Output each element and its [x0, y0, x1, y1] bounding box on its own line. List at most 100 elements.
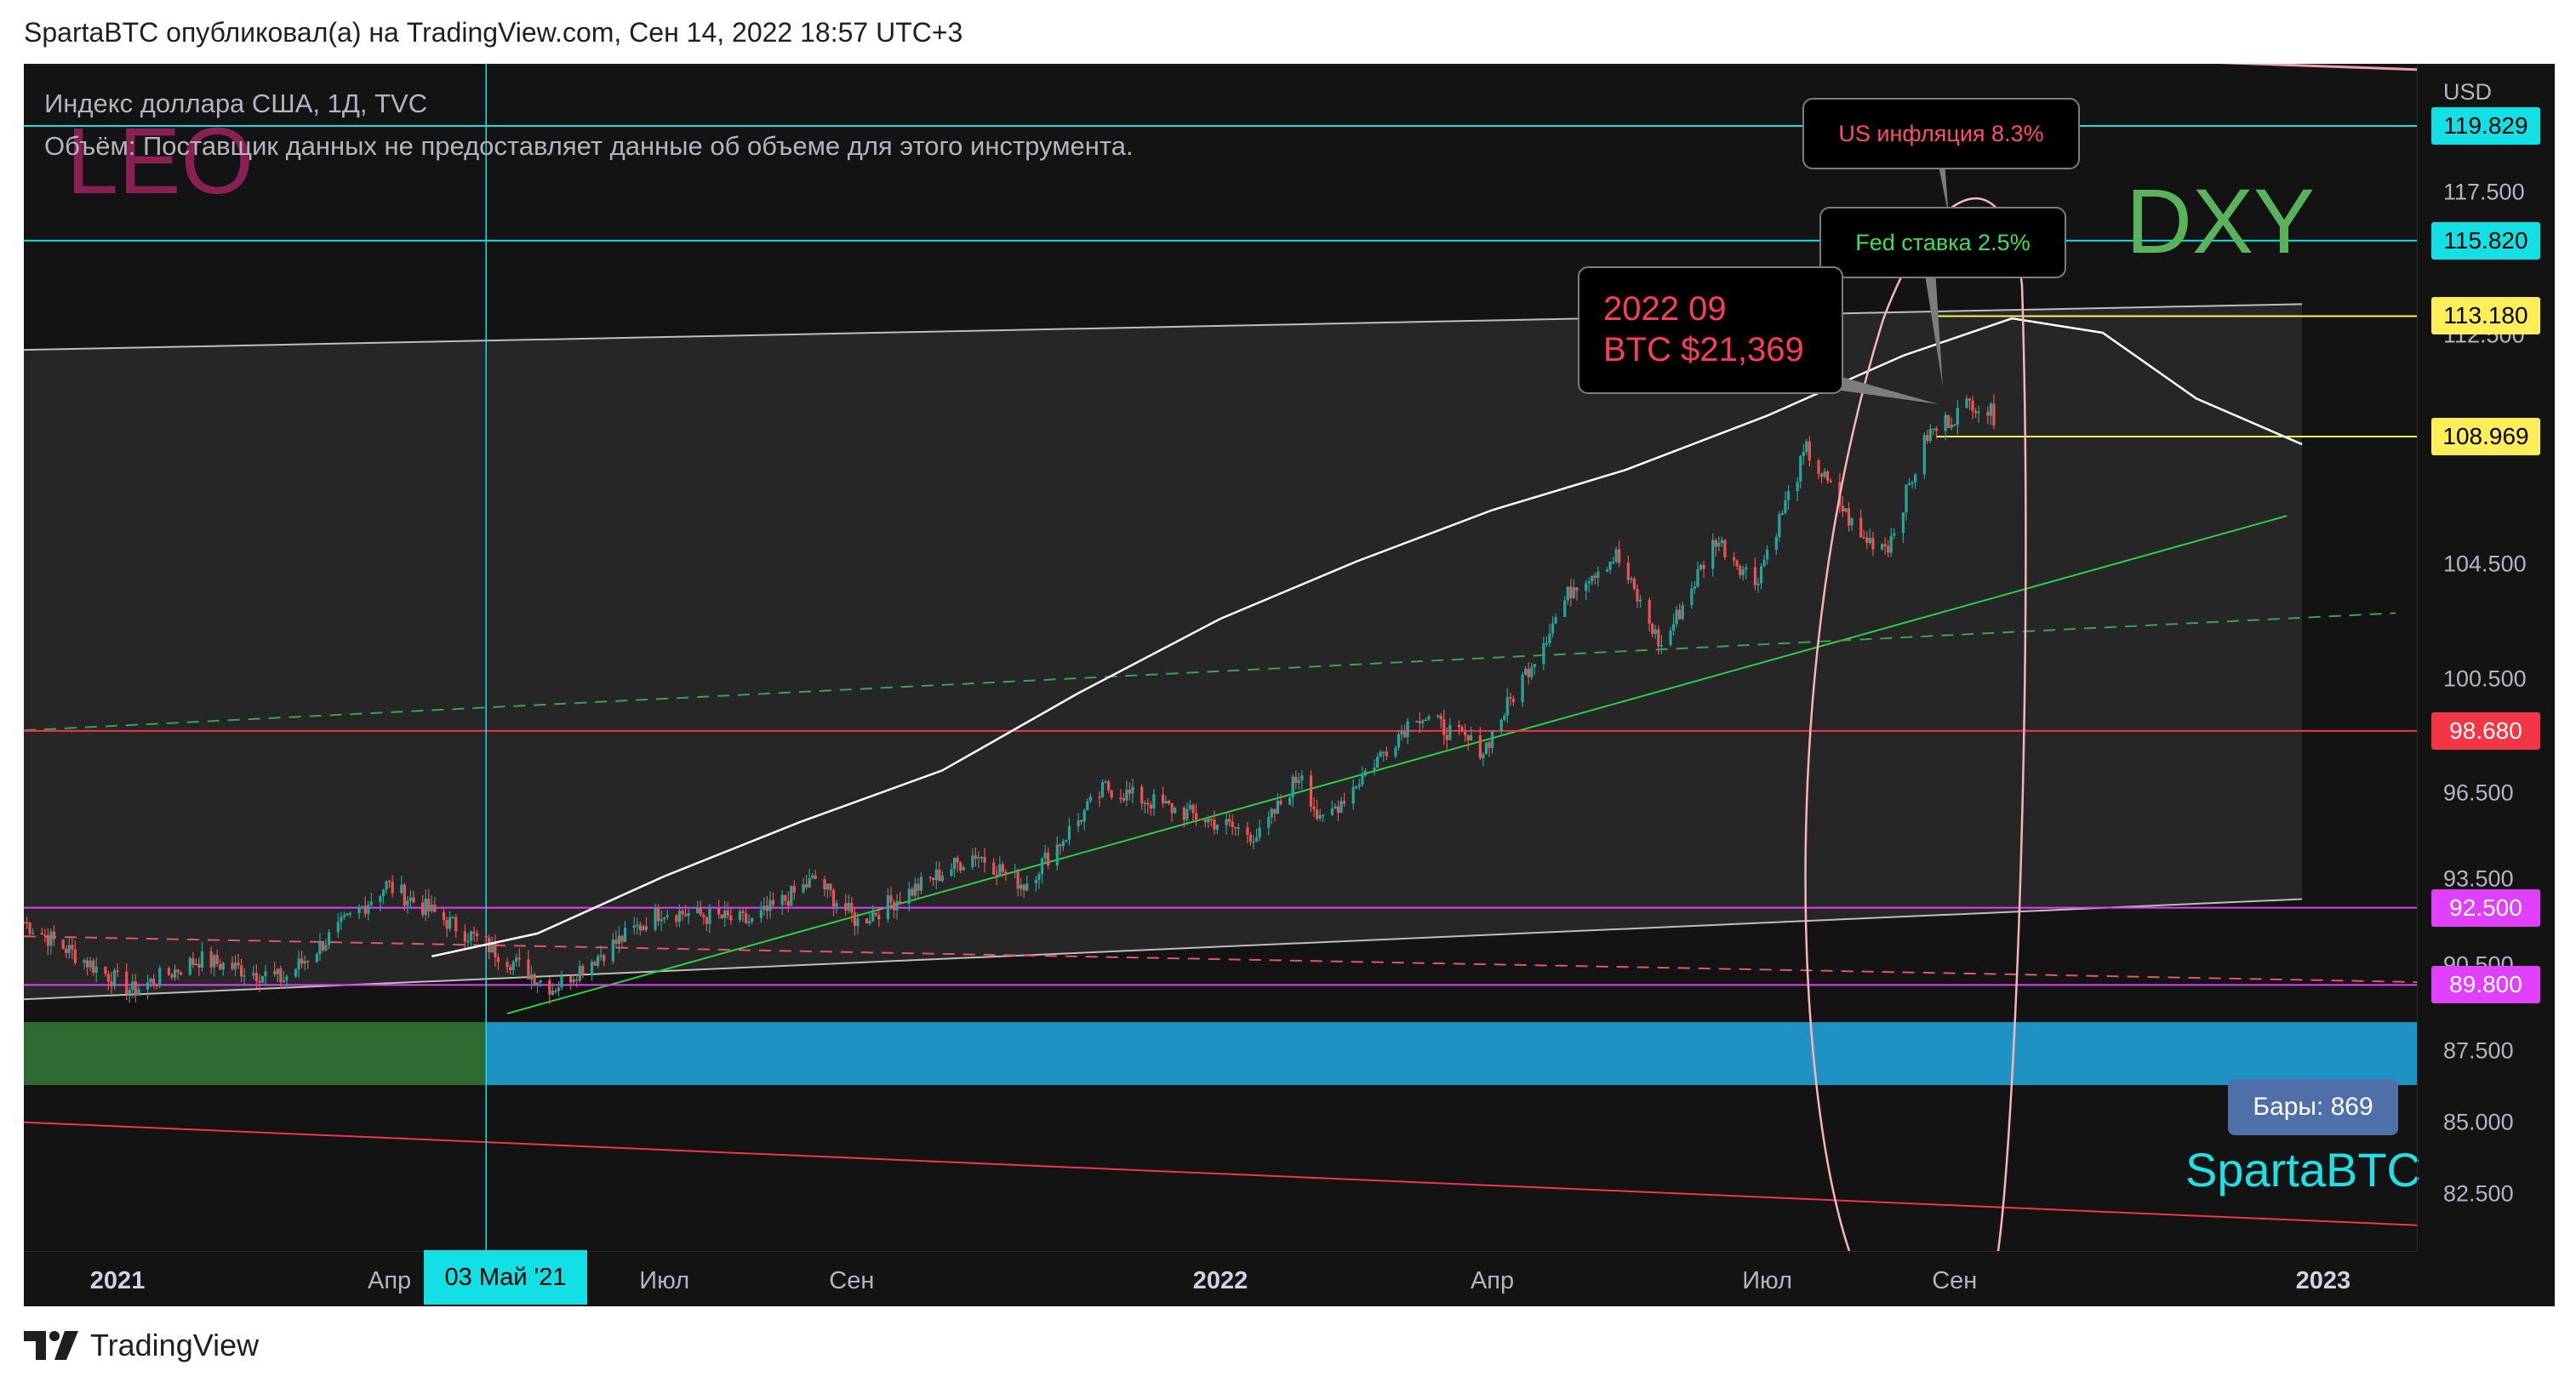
candle-375 [1608, 562, 1612, 570]
candle-324 [1394, 747, 1397, 757]
candle-316 [1357, 784, 1361, 787]
candle-101 [448, 917, 452, 929]
chart-canvas[interactable] [24, 64, 2555, 1306]
candle-109 [484, 936, 488, 938]
candle-159 [696, 906, 700, 914]
btc-callout-pointer [1818, 370, 1939, 404]
candle-421 [1802, 451, 1805, 457]
candle-414 [1774, 537, 1778, 550]
candle-425 [1819, 473, 1824, 477]
candle-400 [1714, 540, 1717, 547]
candle-244 [1055, 844, 1059, 865]
blue-zone [486, 1022, 2417, 1086]
candle-83 [369, 901, 373, 905]
time-axis[interactable]: 2021 Апр Июл Сен 2022 Апр Июл Сен 2023 [24, 1251, 2417, 1307]
candle-441 [1887, 545, 1890, 553]
candle-207 [895, 901, 899, 911]
candle-457 [1953, 425, 1956, 426]
candle-214 [928, 877, 932, 878]
candle-176 [765, 905, 769, 911]
candle-58 [264, 971, 267, 976]
candle-162 [705, 917, 709, 924]
candle-295 [1270, 808, 1273, 818]
candle-69 [315, 953, 318, 962]
candle-286 [1231, 821, 1234, 827]
candle-202 [874, 912, 877, 916]
candle-149 [654, 907, 657, 930]
candle-450 [1926, 435, 1929, 442]
candle-309 [1330, 808, 1334, 815]
candle-153 [665, 915, 669, 917]
fed-rate-callout[interactable]: Fed ставка 2.5% [1819, 207, 2066, 278]
green-zone [24, 1022, 487, 1086]
candle-370 [1587, 581, 1591, 584]
candle-205 [889, 894, 893, 903]
candle-453 [1934, 428, 1939, 431]
price-scale[interactable]: USD 82.500 85.000 87.500 90.500 93.500 96.500… [2417, 64, 2556, 1251]
inflation-callout[interactable]: US инфляция 8.3% [1802, 98, 2080, 169]
candle-171 [744, 913, 748, 923]
candle-62 [282, 980, 285, 982]
candle-252 [1086, 801, 1089, 811]
candle-282 [1213, 820, 1216, 830]
candle-293 [1258, 827, 1261, 838]
btc-price-callout[interactable]: 2022 09 BTC $21,369 [1578, 266, 1843, 394]
candle-81 [363, 905, 367, 914]
candle-438 [1871, 538, 1875, 550]
candle-277 [1191, 804, 1195, 814]
candle-204 [886, 894, 890, 920]
chart-area[interactable]: LEO Индекс доллара США, 1Д, TVC Объём: П… [24, 64, 2555, 1306]
candle-18 [94, 966, 98, 974]
candle-342 [1466, 734, 1470, 741]
candle-47 [219, 963, 222, 970]
candle-434 [1859, 517, 1863, 538]
candle-386 [1654, 629, 1657, 635]
candle-9 [61, 939, 65, 949]
candle-346 [1484, 742, 1488, 755]
candle-456 [1950, 425, 1953, 428]
candle-61 [279, 968, 283, 982]
tradingview-footer[interactable]: TradingView [24, 1328, 259, 1363]
candle-448 [1914, 474, 1917, 483]
candle-115 [509, 967, 512, 970]
candle-444 [1901, 512, 1905, 534]
candle-292 [1255, 837, 1259, 842]
candle-133 [581, 966, 585, 975]
candle-165 [720, 914, 723, 918]
candle-261 [1125, 790, 1128, 801]
candle-65 [297, 958, 300, 970]
candle-2 [28, 922, 31, 934]
candle-19 [104, 966, 107, 974]
candle-248 [1067, 825, 1071, 840]
candle-186 [808, 877, 811, 888]
candle-236 [1020, 884, 1023, 889]
candle-34 [167, 968, 171, 975]
candle-227 [980, 857, 984, 859]
candle-66 [300, 958, 304, 964]
candle-44 [209, 951, 213, 968]
candle-167 [726, 910, 729, 916]
candle-7 [49, 931, 53, 946]
candle-189 [823, 878, 826, 890]
candle-32 [155, 985, 158, 987]
price-tick-label: 96.500 [2443, 780, 2514, 806]
candle-396 [1696, 568, 1699, 587]
candle-160 [699, 906, 702, 916]
candle-89 [400, 884, 403, 894]
candle-196 [850, 903, 854, 913]
candle-168 [729, 915, 733, 921]
fed-callout-pointer [1920, 243, 1943, 387]
candle-262 [1128, 790, 1132, 794]
candle-117 [515, 957, 518, 962]
candle-369 [1585, 583, 1588, 591]
candle-38 [180, 972, 183, 975]
candle-247 [1065, 839, 1068, 842]
candle-404 [1732, 557, 1736, 561]
channel-top-line [24, 303, 2303, 351]
candle-24 [125, 971, 129, 995]
price-level-tag: 113.180 [2431, 297, 2540, 335]
candle-348 [1490, 731, 1494, 749]
chart-legend: Индекс доллара США, 1Д, TVC Объём: Поста… [44, 83, 1134, 168]
candle-155 [677, 911, 682, 922]
candle-235 [1016, 871, 1020, 889]
